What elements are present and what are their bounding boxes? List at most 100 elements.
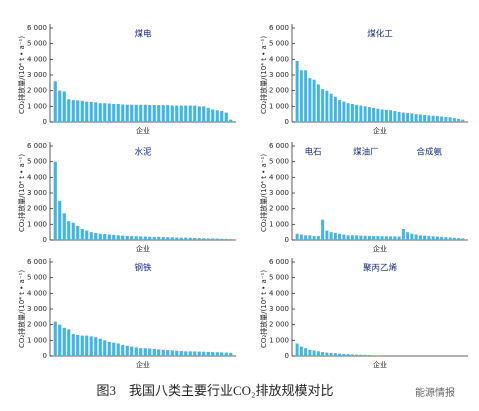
bar [166,105,170,122]
bar [448,237,452,240]
bar [304,235,308,240]
bar [448,117,452,122]
y-tick-label: 2 000 [27,87,47,95]
bar [130,236,134,240]
bar [107,103,111,122]
bar [157,105,161,122]
bar [85,230,89,240]
bar [321,219,325,240]
bar [350,354,354,356]
bar [125,104,129,122]
bar [107,341,111,356]
bar [308,349,312,356]
bar [338,100,342,122]
bar [98,338,102,356]
bar [393,111,397,122]
bar [175,237,179,240]
bar [350,103,354,122]
bar [134,347,138,356]
y-tick-label: 2 000 [269,87,289,95]
bar [184,105,188,122]
bar [202,106,206,122]
bar [329,232,333,240]
bar [103,234,107,240]
y-tick-label: 5 000 [27,274,47,282]
bar [452,118,456,122]
bar [308,235,312,240]
y-tick-label: 0 [285,236,289,244]
y-tick-label: 6 000 [27,258,47,266]
bar [333,96,337,122]
bar [166,237,170,240]
bar [444,237,448,240]
bar [299,234,303,240]
y-tick-label: 6 000 [27,142,47,150]
panel-title: 煤化工 [367,29,393,40]
bar [130,104,134,122]
bar [58,90,62,122]
y-axis-label: CO₂排放量/(10⁴ t • a⁻¹) [259,270,268,348]
bar [342,353,346,356]
bar [333,353,337,356]
y-tick-label: 1 000 [269,102,289,110]
bar [89,232,93,240]
bar [346,103,350,122]
bar [380,236,384,240]
bar [67,329,71,356]
x-axis-label: 企业 [136,126,150,135]
bar [389,236,393,240]
bar [179,105,183,122]
y-tick-label: 4 000 [269,55,289,63]
bar [80,100,84,122]
y-tick-label: 1 000 [269,336,289,344]
bar [355,354,359,356]
bar [321,352,325,356]
bar [197,106,201,122]
bar [85,335,89,356]
bar [423,114,427,122]
bar [435,236,439,240]
bar [157,349,161,356]
bar [193,105,197,122]
bar [211,352,215,356]
bar [372,236,376,240]
bar [414,114,418,122]
bar [76,225,80,240]
panel-title: 煤电 [134,29,152,40]
watermark: 能源情报 [415,386,455,399]
bar [355,104,359,122]
y-tick-label: 2 000 [269,321,289,329]
bar [299,346,303,356]
bar [143,236,147,240]
bar [229,119,233,122]
bar [376,108,380,122]
bar [380,109,384,122]
x-axis-label: 企业 [373,244,387,253]
bar [94,232,98,240]
bar [188,105,192,122]
bar [184,237,188,240]
bar [139,104,143,122]
y-tick-label: 6 000 [269,258,289,266]
bar [457,118,461,122]
bar [342,101,346,122]
bar [316,236,320,240]
bar [58,324,62,356]
y-tick-label: 3 000 [27,189,47,197]
bar [376,355,380,356]
bar [308,78,312,122]
y-tick-label: 4 000 [27,289,47,297]
bar [71,100,75,122]
y-axis-label: CO₂排放量/(10⁴ t • a⁻¹) [17,154,26,232]
bar [427,115,431,122]
bar [125,345,129,356]
bar [157,236,161,240]
y-tick-label: 5 000 [27,40,47,48]
bar [130,346,134,356]
y-tick-label: 0 [43,236,47,244]
bar [58,200,62,240]
bar [121,345,125,356]
bar [316,84,320,122]
bar [112,103,116,122]
bar [359,105,363,122]
